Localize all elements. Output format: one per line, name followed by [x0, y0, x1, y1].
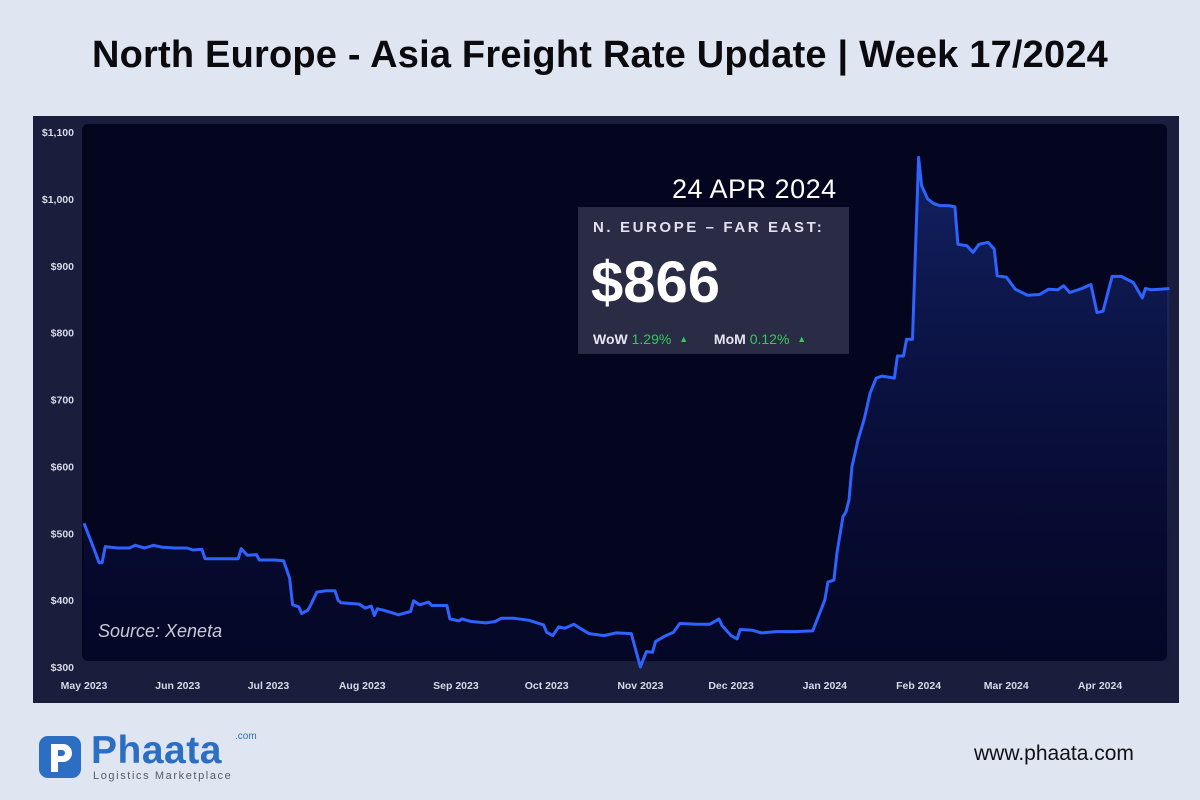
logo-tagline: Logistics Marketplace	[93, 770, 233, 782]
x-tick-label: May 2023	[61, 680, 108, 692]
phaata-logo: Phaata .com Logistics Marketplace	[37, 729, 257, 785]
source-note: Source: Xeneta	[98, 621, 223, 641]
x-tick-label: Mar 2024	[984, 680, 1029, 692]
wow-label: WoW	[593, 331, 628, 347]
y-tick-label: $900	[51, 261, 75, 273]
logo-mark-icon	[39, 736, 81, 778]
y-tick-label: $500	[51, 528, 75, 540]
callout-date: 24 APR 2024	[672, 174, 837, 204]
x-tick-label: Jun 2023	[155, 680, 200, 692]
website-url: www.phaata.com	[974, 742, 1134, 765]
y-tick-label: $700	[51, 395, 75, 407]
page-title: North Europe - Asia Freight Rate Update …	[91, 34, 1109, 76]
change-row: WoW 1.29% ▲ MoM 0.12% ▲	[593, 331, 806, 347]
triangle-up-icon: ▲	[797, 334, 807, 344]
mom-label: MoM	[713, 331, 746, 347]
y-tick-label: $400	[51, 595, 75, 607]
x-tick-label: Jul 2023	[248, 680, 290, 692]
rate-value: $866	[591, 250, 721, 315]
x-tick-label: Apr 2024	[1078, 680, 1123, 692]
route-label: N. EUROPE – FAR EAST:	[593, 219, 825, 236]
x-tick-label: Feb 2024	[896, 680, 941, 692]
x-tick-label: Jan 2024	[803, 680, 848, 692]
x-tick-label: Nov 2023	[617, 680, 663, 692]
x-tick-label: Sep 2023	[433, 680, 479, 692]
x-tick-label: Dec 2023	[708, 680, 754, 692]
triangle-up-icon: ▲	[679, 334, 689, 344]
y-tick-label: $800	[51, 328, 75, 340]
y-tick-label: $300	[51, 662, 75, 674]
logo-wordmark: Phaata	[91, 729, 222, 772]
x-tick-label: Aug 2023	[339, 680, 386, 692]
series-area-fill	[84, 157, 1170, 667]
logo-domain: .com	[235, 731, 257, 742]
rate-callout-card: N. EUROPE – FAR EAST: $866 WoW 1.29% ▲ M…	[578, 207, 849, 354]
y-tick-label: $1,100	[42, 127, 74, 139]
x-tick-label: Oct 2023	[525, 680, 569, 692]
wow-value: 1.29%	[631, 331, 672, 347]
y-tick-label: $1,000	[42, 194, 74, 206]
mom-value: 0.12%	[749, 331, 790, 347]
series-line	[82, 155, 1170, 669]
y-tick-label: $600	[51, 461, 75, 473]
